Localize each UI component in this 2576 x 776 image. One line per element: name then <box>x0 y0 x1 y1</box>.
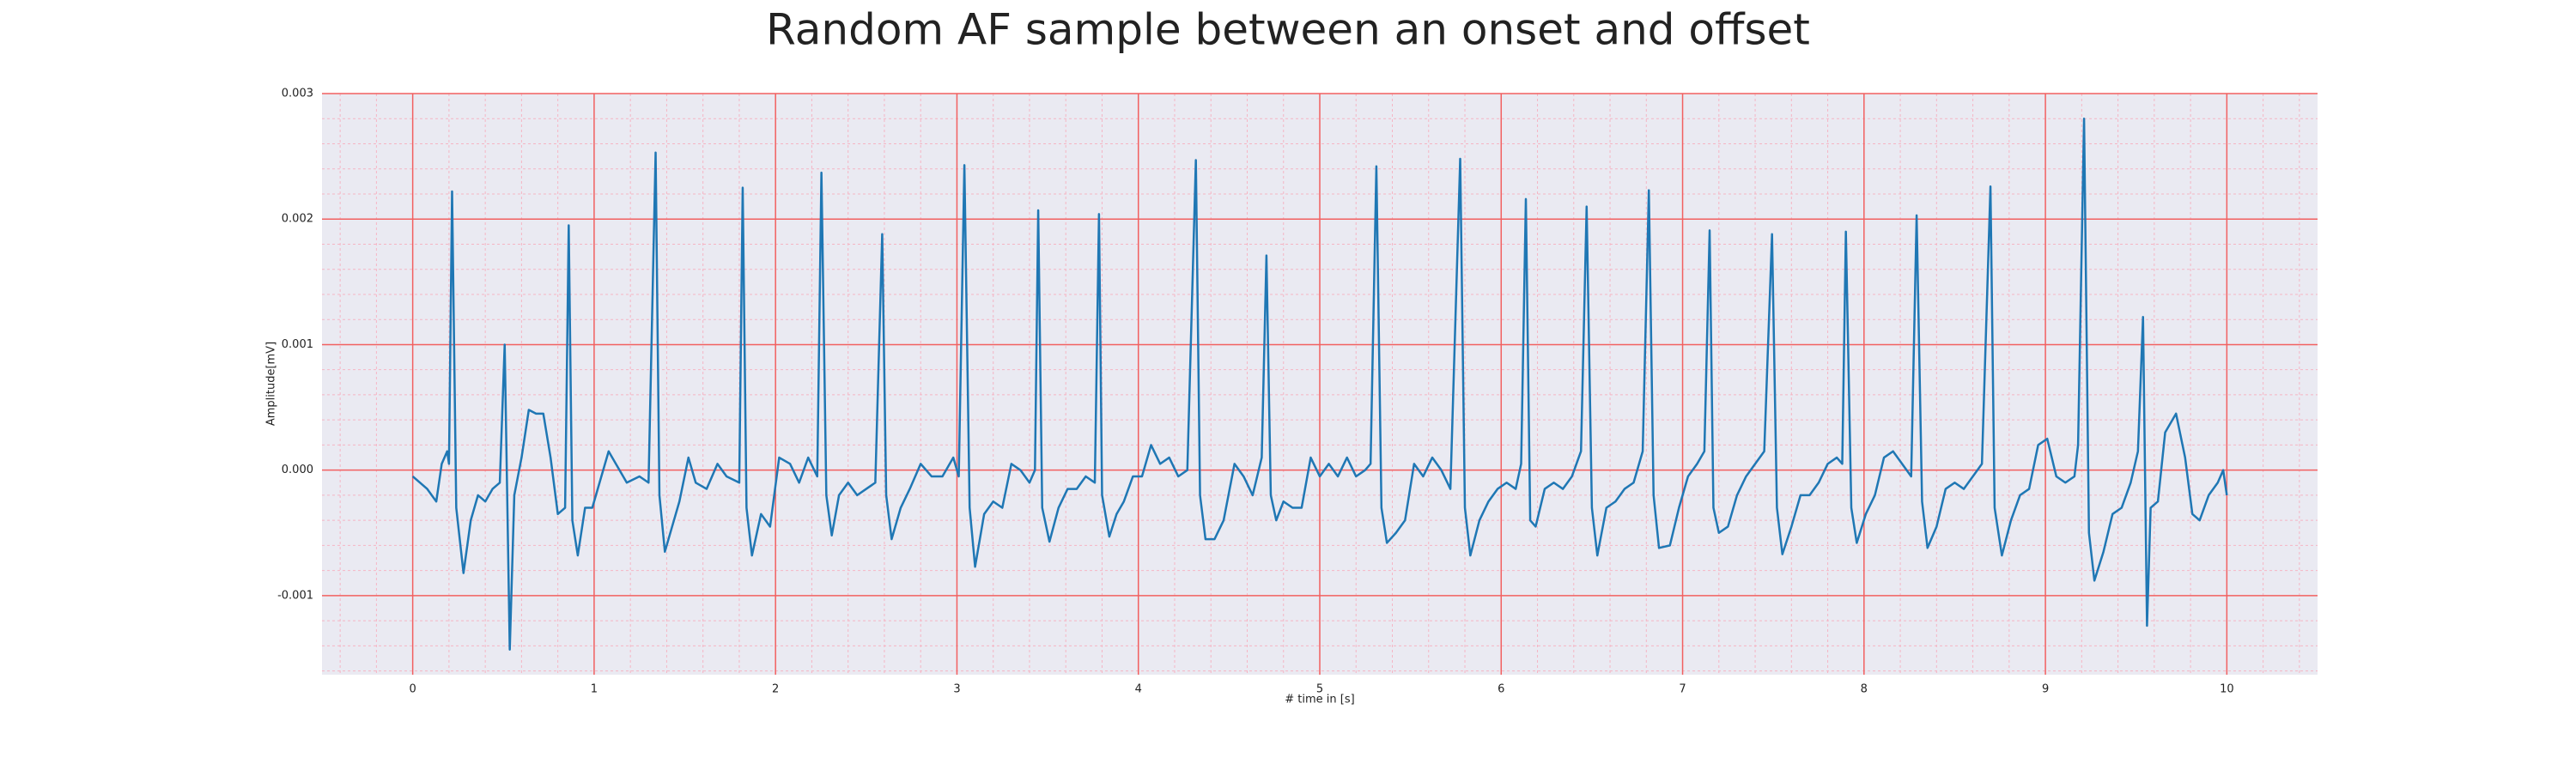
y-tick-label: -0.001 <box>277 589 313 602</box>
x-tick-label: 1 <box>591 683 598 696</box>
x-tick-label: 4 <box>1135 683 1142 696</box>
x-tick-label: 2 <box>772 683 779 696</box>
x-tick-label: 0 <box>409 683 416 696</box>
y-tick-label: 0.002 <box>282 213 313 226</box>
x-tick-label: 8 <box>1861 683 1868 696</box>
y-tick-label: 0.003 <box>282 88 313 100</box>
line-series <box>411 117 2228 652</box>
y-tick-label: 0.000 <box>282 464 313 476</box>
y-axis-label: Amplitude[mV] <box>265 342 278 426</box>
x-tick-label: 10 <box>2220 683 2234 696</box>
x-axis-label: # time in [s] <box>1285 694 1354 706</box>
x-tick-label: 6 <box>1498 683 1504 696</box>
y-tick-label: 0.001 <box>282 338 313 351</box>
x-tick-label: 5 <box>1316 683 1323 696</box>
x-tick-label: 3 <box>953 683 960 696</box>
x-tick-label: 9 <box>2042 683 2049 696</box>
chart-title: Random AF sample between an onset and of… <box>766 5 1810 55</box>
x-tick-label: 7 <box>1679 683 1686 696</box>
